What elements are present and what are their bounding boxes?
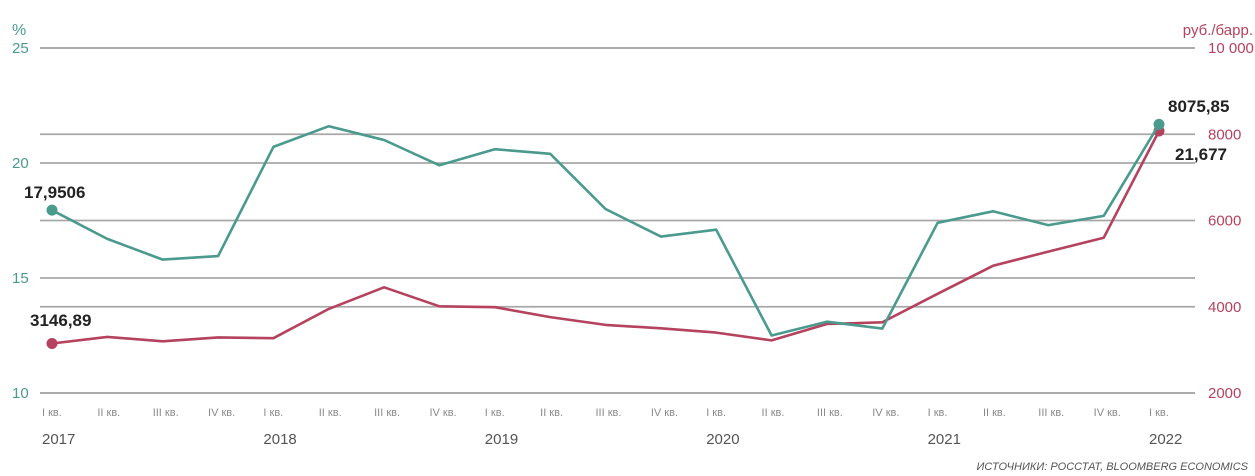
- quarter-label: III кв.: [596, 407, 622, 419]
- teal-start-label: 17,9506: [24, 183, 85, 202]
- right-tick-label: 6000: [1208, 213, 1241, 230]
- quarter-label: I кв.: [42, 407, 62, 419]
- series-start-point: [46, 204, 58, 216]
- quarter-label: I кв.: [706, 407, 726, 419]
- series-start-point: [46, 338, 58, 350]
- left-tick-label: 15: [12, 270, 29, 287]
- year-label: 2019: [485, 431, 518, 448]
- quarter-label: III кв.: [1038, 407, 1064, 419]
- right-tick-label: 10 000: [1208, 40, 1254, 57]
- year-label: 2017: [42, 431, 75, 448]
- quarter-label: II кв.: [97, 407, 120, 419]
- left-axis-unit: %: [12, 22, 26, 39]
- left-tick-label: 20: [12, 155, 29, 172]
- right-tick-label: 8000: [1208, 126, 1241, 143]
- right-axis-unit: руб./барр.: [1183, 22, 1253, 39]
- quarter-label: I кв.: [1149, 407, 1169, 419]
- red-start-label: 3146,89: [30, 311, 91, 330]
- series-end-point: [1153, 118, 1165, 130]
- series-line: [51, 123, 1161, 337]
- left-tick-label: 25: [12, 40, 29, 57]
- quarter-label: II кв.: [762, 407, 785, 419]
- quarter-label: I кв.: [928, 407, 948, 419]
- red-end-label: 8075,85: [1168, 97, 1229, 116]
- year-label: 2021: [928, 431, 961, 448]
- data-labels: 17,9506 3146,89 8075,85 21,677: [24, 97, 1229, 330]
- teal-end-label: 21,677: [1175, 145, 1227, 164]
- x-axis: I кв. II кв. III кв. IV кв. I кв. II кв. III к…: [42, 407, 1182, 448]
- series-layer: [46, 118, 1165, 350]
- quarter-label: II кв.: [319, 407, 342, 419]
- quarter-label: IV кв.: [208, 407, 235, 419]
- year-label: 2018: [263, 431, 296, 448]
- quarter-label: III кв.: [817, 407, 843, 419]
- right-tick-label: 4000: [1208, 299, 1241, 316]
- quarter-label: III кв.: [374, 407, 400, 419]
- right-tick-label: 2000: [1208, 385, 1241, 402]
- year-label: 2020: [706, 431, 739, 448]
- series-line: [51, 130, 1161, 345]
- quarter-label: IV кв.: [429, 407, 456, 419]
- year-label: 2022: [1149, 431, 1182, 448]
- quarter-label: IV кв.: [1094, 407, 1121, 419]
- source-note: ИСТОЧНИКИ: РОССТАТ, BLOOMBERG ECONOMICS: [977, 461, 1249, 473]
- quarter-label: II кв.: [983, 407, 1006, 419]
- right-axis: 2000 4000 6000 8000 10 000: [1208, 40, 1254, 402]
- quarter-label: III кв.: [153, 407, 179, 419]
- quarter-label: IV кв.: [651, 407, 678, 419]
- gridlines: [40, 47, 1195, 394]
- quarter-label: II кв.: [540, 407, 563, 419]
- left-axis: 10 15 20 25: [12, 40, 29, 402]
- quarter-label: I кв.: [263, 407, 283, 419]
- quarter-label: IV кв.: [872, 407, 899, 419]
- left-tick-label: 10: [12, 385, 29, 402]
- quarter-label: I кв.: [485, 407, 505, 419]
